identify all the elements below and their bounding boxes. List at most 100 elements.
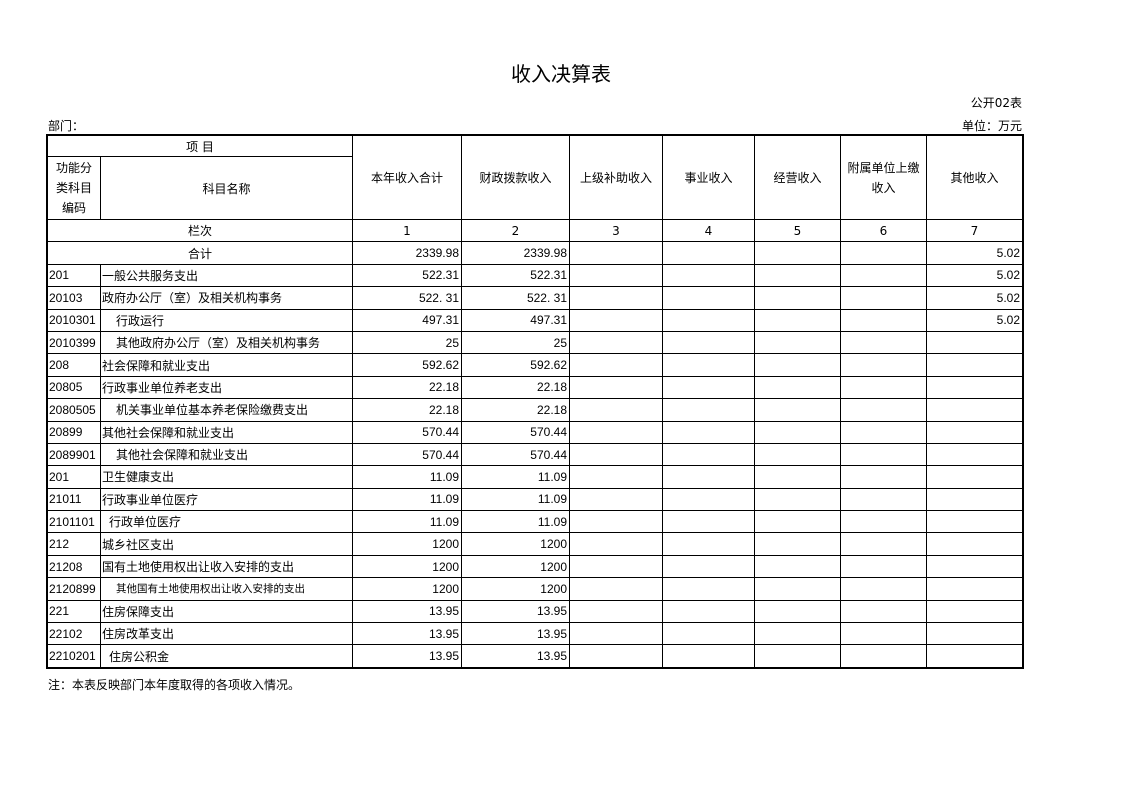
- table-row: 221 住房保障支出 13.95 13.95: [47, 599, 1023, 624]
- amount-cell: 13.95: [461, 599, 570, 624]
- subject-code: 208: [47, 353, 101, 377]
- amount-cell: 1200: [461, 577, 570, 601]
- amount-cell: [926, 532, 1023, 556]
- table-row: 21011 行政事业单位医疗 11.09 11.09: [47, 487, 1023, 512]
- total-value: [662, 241, 755, 265]
- amount-cell: 592.62: [352, 353, 462, 377]
- amount-cell: [754, 532, 841, 556]
- table-row: 208 社会保障和就业支出 592.62 592.62: [47, 353, 1023, 377]
- amount-cell: 22.18: [352, 375, 462, 400]
- department-label: 部门：: [48, 119, 85, 133]
- amount-cell: [569, 554, 663, 579]
- amount-cell: 13.95: [461, 622, 570, 646]
- amount-cell: [926, 487, 1023, 512]
- subject-code: 212: [47, 532, 101, 556]
- subject-name: 国有土地使用权出让收入安排的支出: [100, 554, 353, 579]
- amount-cell: [662, 622, 755, 646]
- amount-cell: [840, 375, 927, 400]
- column-number: 7: [926, 218, 1023, 243]
- amount-cell: [754, 554, 841, 579]
- subject-name: 住房改革支出: [100, 622, 353, 646]
- subject-name: 其他政府办公厅（室）及相关机构事务: [100, 330, 353, 355]
- subject-code: 201: [47, 263, 101, 288]
- amount-cell: [754, 577, 841, 601]
- col-header: 本年收入合计: [352, 135, 462, 220]
- total-value: 2339.98: [352, 241, 462, 265]
- amount-cell: [662, 465, 755, 489]
- amount-cell: 13.95: [461, 644, 570, 668]
- amount-cell: [569, 487, 663, 512]
- amount-cell: 5.02: [926, 308, 1023, 332]
- amount-cell: [754, 420, 841, 444]
- subject-name: 行政事业单位养老支出: [100, 375, 353, 400]
- amount-cell: [662, 644, 755, 668]
- amount-cell: [754, 263, 841, 288]
- amount-cell: [840, 465, 927, 489]
- column-number: 2: [461, 218, 570, 243]
- subject-name: 一般公共服务支出: [100, 263, 353, 288]
- amount-cell: 497.31: [352, 308, 462, 332]
- amount-cell: [662, 420, 755, 444]
- table-row: 20805 行政事业单位养老支出 22.18 22.18: [47, 375, 1023, 400]
- total-label: 合计: [47, 241, 353, 265]
- amount-cell: 11.09: [352, 465, 462, 489]
- subject-name: 其他社会保障和就业支出: [100, 442, 353, 467]
- amount-cell: 522. 31: [352, 286, 462, 310]
- amount-cell: [754, 308, 841, 332]
- amount-cell: 13.95: [352, 599, 462, 624]
- table-row: 2089901 其他社会保障和就业支出 570.44 570.44: [47, 442, 1023, 467]
- amount-cell: [840, 398, 927, 422]
- amount-cell: [569, 398, 663, 422]
- amount-cell: [754, 286, 841, 310]
- amount-cell: [569, 532, 663, 556]
- column-number: 5: [754, 218, 841, 243]
- amount-cell: 11.09: [352, 510, 462, 534]
- table-note: 注：本表反映部门本年度取得的各项收入情况。: [48, 678, 301, 692]
- amount-cell: 570.44: [352, 442, 462, 467]
- amount-cell: 1200: [461, 532, 570, 556]
- page-title: 收入决算表: [511, 62, 611, 86]
- amount-cell: [662, 286, 755, 310]
- amount-cell: [754, 465, 841, 489]
- subject-code: 22102: [47, 622, 101, 646]
- amount-cell: [569, 465, 663, 489]
- amount-cell: 592.62: [461, 353, 570, 377]
- amount-cell: [840, 442, 927, 467]
- amount-cell: [754, 510, 841, 534]
- unit-label: 单位：万元: [961, 119, 1022, 133]
- subject-code: 2080505: [47, 398, 101, 422]
- total-value: [569, 241, 663, 265]
- total-value: 5.02: [926, 241, 1023, 265]
- amount-cell: [840, 263, 927, 288]
- amount-cell: [754, 487, 841, 512]
- amount-cell: [926, 375, 1023, 400]
- total-value: [840, 241, 927, 265]
- table-number: 公开02表: [970, 96, 1022, 110]
- amount-cell: [840, 420, 927, 444]
- subject-code: 20805: [47, 375, 101, 400]
- amount-cell: [754, 599, 841, 624]
- subject-code: 20103: [47, 286, 101, 310]
- amount-cell: [754, 622, 841, 646]
- subject-name: 政府办公厅（室）及相关机构事务: [100, 286, 353, 310]
- amount-cell: 1200: [461, 554, 570, 579]
- amount-cell: 25: [461, 330, 570, 355]
- amount-cell: [569, 353, 663, 377]
- code-header: 功能分类科目编码: [47, 156, 101, 220]
- subject-name: 机关事业单位基本养老保险缴费支出: [100, 398, 353, 422]
- amount-cell: [840, 532, 927, 556]
- amount-cell: 11.09: [461, 510, 570, 534]
- amount-cell: 570.44: [352, 420, 462, 444]
- subject-name: 行政事业单位医疗: [100, 487, 353, 512]
- subject-code: 2010399: [47, 330, 101, 355]
- subject-code: 2089901: [47, 442, 101, 467]
- amount-cell: [662, 554, 755, 579]
- amount-cell: [754, 398, 841, 422]
- table-row: 2210201 住房公积金 13.95 13.95: [47, 644, 1023, 668]
- table-row: 20103 政府办公厅（室）及相关机构事务 522. 31 522. 31 5.02: [47, 286, 1023, 310]
- amount-cell: [569, 375, 663, 400]
- amount-cell: [569, 577, 663, 601]
- table-row: 2080505 机关事业单位基本养老保险缴费支出 22.18 22.18: [47, 398, 1023, 422]
- amount-cell: [926, 510, 1023, 534]
- table-row: 22102 住房改革支出 13.95 13.95: [47, 622, 1023, 646]
